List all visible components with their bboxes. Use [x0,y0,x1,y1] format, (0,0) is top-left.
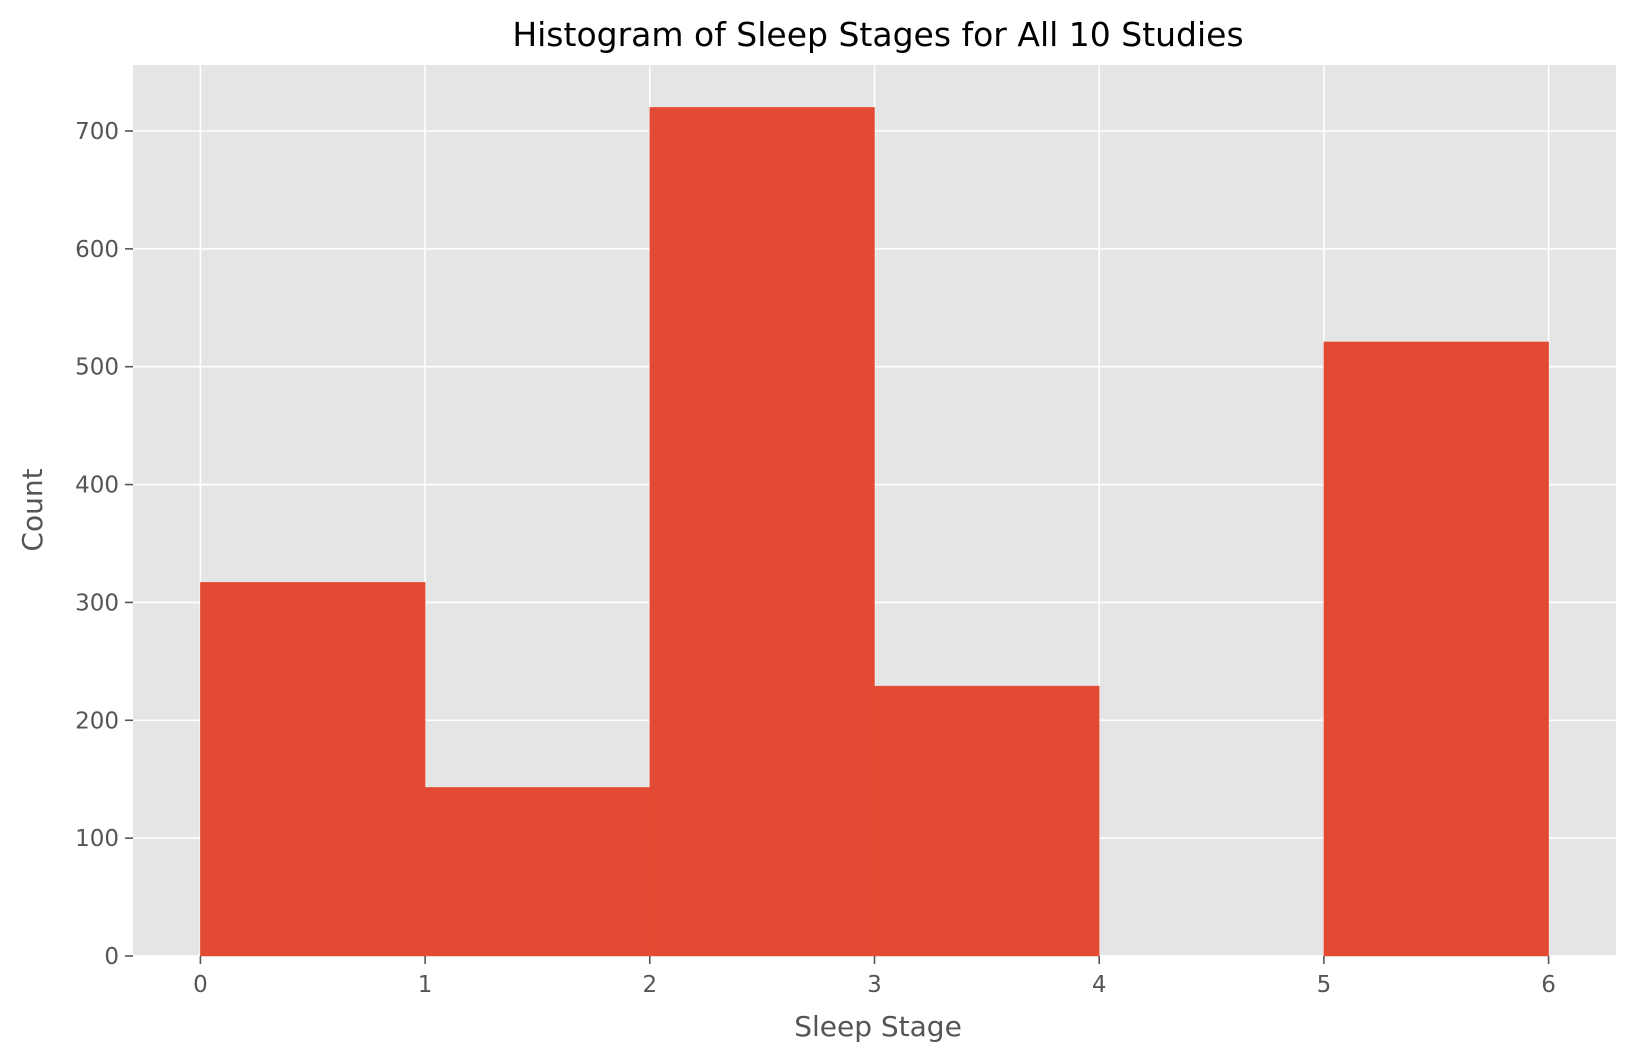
x-tick-label: 6 [1541,972,1556,998]
histogram-bar [424,787,651,957]
histogram-bar [874,685,1100,957]
y-tick-label: 300 [75,590,119,616]
histogram-bar [200,582,426,957]
y-tick-label: 400 [75,473,119,499]
histogram-bar [649,107,875,957]
x-tick-label: 1 [418,972,433,998]
histogram-bar [1323,341,1549,957]
y-tick-label: 600 [75,237,119,263]
x-axis-ticks: 0 1 2 3 4 5 6 [193,956,1556,998]
y-tick-label: 100 [75,826,119,852]
y-axis-label: Count [16,468,49,551]
chart-title: Histogram of Sleep Stages for All 10 Stu… [512,15,1243,54]
x-tick-label: 3 [867,972,882,998]
x-axis-label: Sleep Stage [794,1010,962,1043]
y-axis-ticks: 0 100 200 300 400 500 600 700 [75,119,133,970]
y-tick-label: 700 [75,119,119,145]
x-tick-label: 5 [1317,972,1332,998]
x-tick-label: 2 [642,972,657,998]
y-tick-label: 200 [75,708,119,734]
bars [200,107,1549,957]
y-tick-label: 500 [75,355,119,381]
x-tick-label: 0 [193,972,208,998]
x-tick-label: 4 [1092,972,1107,998]
y-tick-label: 0 [104,944,119,970]
